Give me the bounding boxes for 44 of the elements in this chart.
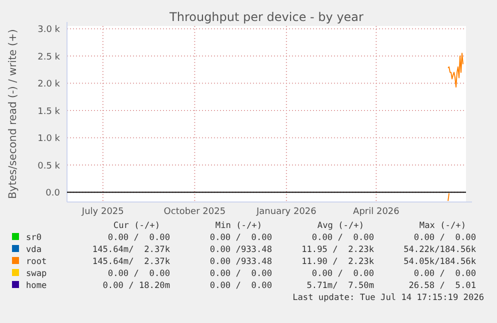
chart-title: Throughput per device - by year (168, 10, 364, 24)
x-tick-label: October 2025 (164, 207, 226, 217)
legend-label: vda (26, 245, 42, 255)
text: 0.00 /933.48 (210, 245, 272, 255)
y-tick-label: 1.5 k (38, 106, 61, 117)
legend-label: sr0 (26, 233, 42, 243)
text: Max (-/+) (419, 221, 466, 231)
x-tick-label: July 2025 (80, 207, 124, 217)
text: 0.00 / 0.00 (210, 281, 272, 291)
text: Min (-/+) (215, 221, 262, 231)
text: 0.00 / 18.20m (102, 281, 170, 291)
text: 0.00 / 0.00 (414, 233, 476, 243)
legend-label: swap (26, 269, 47, 279)
text: 0.00 / 0.00 (108, 233, 170, 243)
text: 145.64m/ 2.37k (92, 257, 171, 267)
text: 145.64m/ 2.37k (92, 245, 171, 255)
legend-label: root (26, 257, 47, 267)
text: 5.71m/ 7.50m (306, 281, 374, 291)
text: 0.00 / 0.00 (108, 269, 170, 279)
y-tick-label: 2.0 k (38, 80, 61, 90)
text: 0.00 / 0.00 (414, 269, 476, 279)
y-tick-label: 1.0 k (38, 134, 61, 144)
text: 54.05k/184.56k (404, 257, 477, 267)
y-axis-title: Bytes/second read (-) / write (+) (7, 29, 19, 199)
line-series (448, 52, 464, 88)
text: 0.00 / 0.00 (312, 233, 374, 243)
text: Last update: Tue Jul 14 17:15:19 2026 (292, 293, 484, 303)
text: Avg (-/+) (317, 221, 364, 231)
text: 54.22k/184.56k (404, 245, 477, 255)
text: 0.00 / 0.00 (312, 269, 374, 279)
text: Cur (-/+) (113, 221, 160, 231)
y-tick-label: 0.5 k (38, 161, 61, 172)
text: 26.58 / 5.01 (408, 281, 476, 291)
text: 11.95 / 2.23k (302, 245, 375, 255)
y-tick-label: 0.0 (46, 188, 60, 199)
y-tick-label: 3.0 k (38, 25, 61, 36)
text: 11.90 / 2.23k (302, 257, 375, 267)
text: 0.00 /933.48 (210, 257, 272, 267)
legend-label: home (26, 281, 47, 291)
y-tick-label: 2.5 k (38, 52, 61, 62)
x-tick-label: April 2026 (353, 207, 400, 217)
text: 0.00 / 0.00 (210, 269, 272, 279)
text: 0.00 / 0.00 (210, 233, 272, 243)
x-tick-label: January 2026 (256, 207, 317, 217)
